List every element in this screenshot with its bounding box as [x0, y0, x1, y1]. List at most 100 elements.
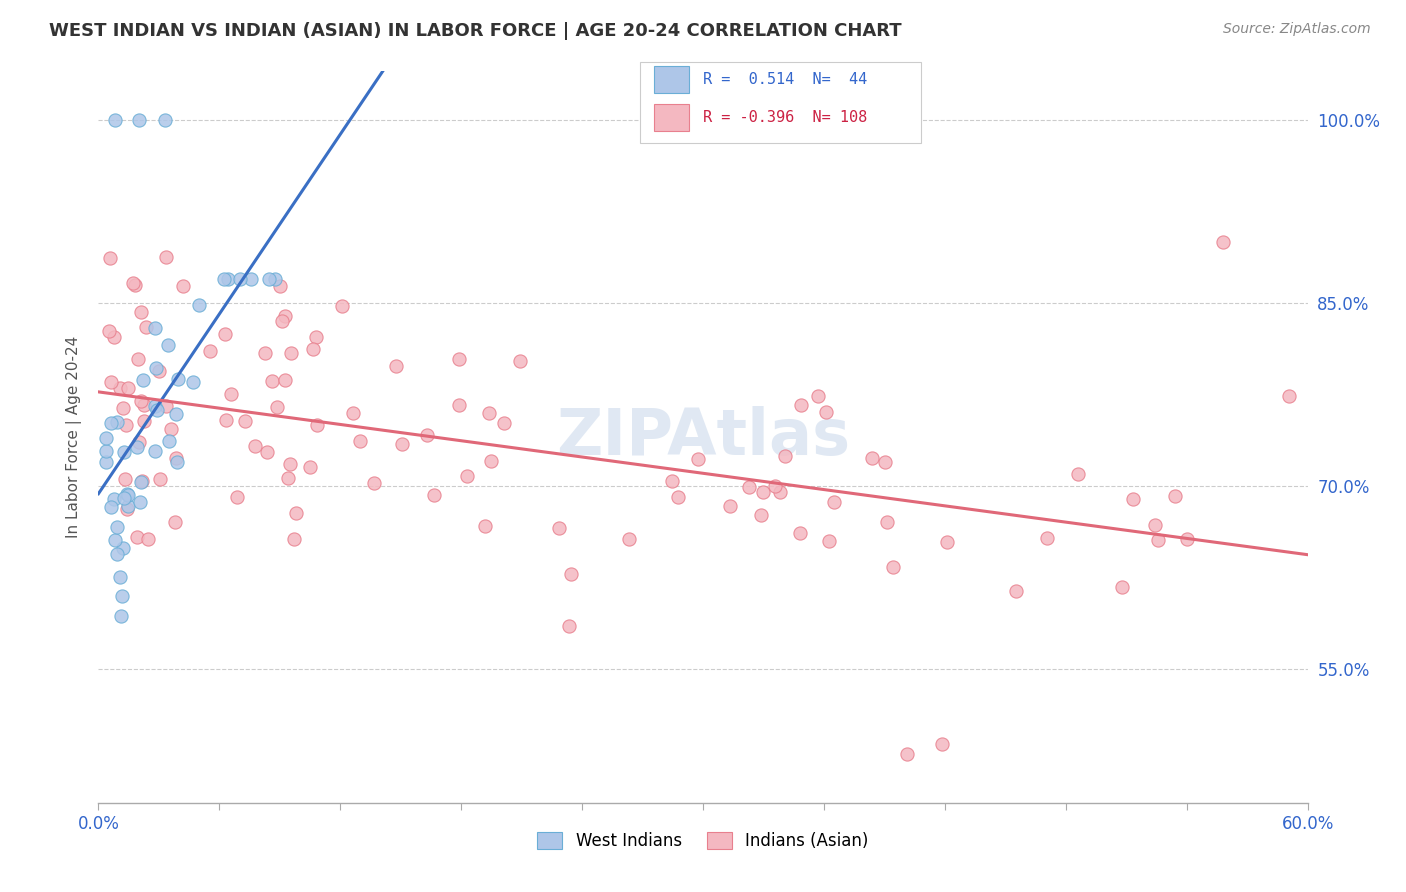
Point — [1111, 580, 1133, 594]
Point — [108, 381, 131, 395]
Point — [157, 434, 180, 449]
Point — [305, 330, 328, 344]
Point — [98, 251, 121, 265]
Point — [385, 359, 408, 373]
Point — [478, 406, 501, 420]
Point — [111, 589, 134, 603]
Point — [136, 532, 159, 546]
Point — [423, 488, 446, 502]
Point — [148, 364, 170, 378]
Point — [163, 515, 186, 529]
Point — [131, 474, 153, 488]
Point — [127, 530, 149, 544]
Point — [1175, 532, 1198, 546]
Point — [149, 472, 172, 486]
Point — [96, 455, 118, 469]
Point — [666, 490, 689, 504]
Point — [896, 747, 918, 761]
Text: R = -0.396  N= 108: R = -0.396 N= 108 — [703, 110, 868, 125]
Point — [814, 405, 837, 419]
Point — [284, 506, 307, 520]
Point — [96, 444, 118, 458]
Point — [661, 474, 683, 488]
Point — [560, 567, 582, 582]
Point — [229, 271, 252, 285]
Point — [217, 271, 239, 285]
Point — [283, 532, 305, 546]
Point — [94, 431, 117, 445]
Point — [97, 324, 120, 338]
Point — [256, 445, 278, 459]
Point — [117, 488, 139, 502]
Point — [931, 737, 953, 751]
Point — [198, 344, 221, 359]
Point — [1036, 532, 1059, 546]
Point — [212, 271, 235, 285]
Point — [307, 417, 329, 432]
Point — [127, 352, 149, 367]
Point — [509, 354, 531, 368]
Point — [269, 279, 291, 293]
Y-axis label: In Labor Force | Age 20-24: In Labor Force | Age 20-24 — [66, 336, 82, 538]
Legend: West Indians, Indians (Asian): West Indians, Indians (Asian) — [530, 825, 876, 856]
Point — [143, 399, 166, 413]
Point — [128, 435, 150, 450]
Point — [416, 428, 439, 442]
Point — [270, 314, 292, 328]
Point — [548, 520, 571, 534]
Point — [166, 455, 188, 469]
Point — [167, 371, 190, 385]
Point — [935, 534, 957, 549]
Point — [105, 547, 128, 561]
Point — [145, 360, 167, 375]
Point — [243, 439, 266, 453]
Point — [125, 440, 148, 454]
Point — [769, 484, 792, 499]
Point — [124, 278, 146, 293]
Point — [159, 422, 181, 436]
Point — [181, 375, 204, 389]
Point — [107, 415, 129, 429]
Text: Source: ZipAtlas.com: Source: ZipAtlas.com — [1223, 22, 1371, 37]
Point — [298, 460, 321, 475]
Point — [860, 451, 883, 466]
Point — [225, 490, 247, 504]
Point — [280, 345, 302, 359]
Point — [1144, 517, 1167, 532]
Point — [274, 373, 297, 387]
Point — [494, 416, 516, 430]
Point — [214, 327, 236, 342]
Point — [253, 345, 276, 359]
Point — [146, 403, 169, 417]
Point — [157, 338, 180, 352]
Point — [117, 499, 139, 513]
Point — [165, 408, 187, 422]
Point — [363, 476, 385, 491]
Point — [100, 375, 122, 389]
Point — [115, 487, 138, 501]
FancyBboxPatch shape — [640, 62, 921, 143]
Point — [105, 520, 128, 534]
Point — [738, 479, 761, 493]
Point — [104, 533, 127, 547]
Point — [165, 450, 187, 465]
Point — [264, 271, 287, 285]
Point — [1164, 489, 1187, 503]
Bar — [654, 66, 689, 93]
Point — [121, 277, 143, 291]
Point — [391, 436, 413, 450]
Point — [155, 250, 177, 264]
Point — [111, 401, 134, 416]
Point — [110, 609, 132, 624]
Point — [274, 310, 297, 324]
Point — [342, 406, 364, 420]
Point — [1212, 235, 1234, 249]
Point — [134, 414, 156, 428]
Point — [751, 485, 773, 500]
Point — [117, 381, 139, 395]
Point — [103, 113, 125, 128]
Point — [233, 414, 256, 428]
Point — [103, 492, 125, 507]
Point — [114, 472, 136, 486]
Point — [129, 475, 152, 489]
